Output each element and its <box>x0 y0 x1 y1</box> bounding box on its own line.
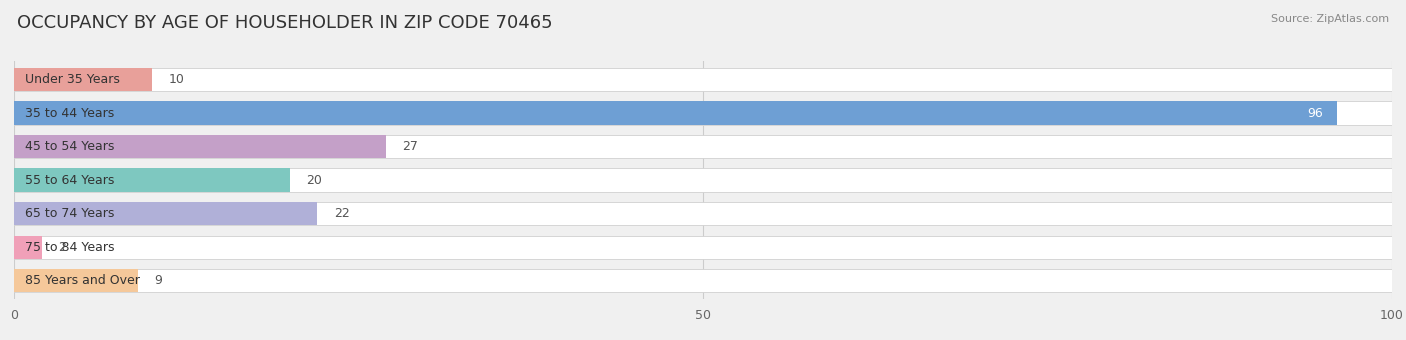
Text: 22: 22 <box>333 207 350 220</box>
Bar <box>14 236 42 259</box>
Bar <box>14 168 290 192</box>
Bar <box>14 168 1392 192</box>
Text: 27: 27 <box>402 140 419 153</box>
Text: 85 Years and Over: 85 Years and Over <box>25 274 141 287</box>
Text: OCCUPANCY BY AGE OF HOUSEHOLDER IN ZIP CODE 70465: OCCUPANCY BY AGE OF HOUSEHOLDER IN ZIP C… <box>17 14 553 32</box>
Text: Under 35 Years: Under 35 Years <box>25 73 120 86</box>
Bar <box>14 101 1392 125</box>
Text: 55 to 64 Years: 55 to 64 Years <box>25 174 114 187</box>
Bar <box>14 135 387 158</box>
Bar <box>14 269 138 292</box>
Text: 65 to 74 Years: 65 to 74 Years <box>25 207 114 220</box>
Text: 2: 2 <box>58 241 66 254</box>
Bar <box>14 135 1392 158</box>
Bar <box>14 269 1392 292</box>
Text: 10: 10 <box>169 73 184 86</box>
Bar <box>14 236 1392 259</box>
Bar <box>14 68 152 91</box>
Text: Source: ZipAtlas.com: Source: ZipAtlas.com <box>1271 14 1389 23</box>
Bar <box>14 202 1392 225</box>
Bar <box>14 101 1337 125</box>
Text: 20: 20 <box>307 174 322 187</box>
Text: 75 to 84 Years: 75 to 84 Years <box>25 241 114 254</box>
Text: 45 to 54 Years: 45 to 54 Years <box>25 140 114 153</box>
Text: 35 to 44 Years: 35 to 44 Years <box>25 107 114 120</box>
Text: 96: 96 <box>1308 107 1323 120</box>
Bar <box>14 202 318 225</box>
Bar <box>14 68 1392 91</box>
Text: 9: 9 <box>155 274 163 287</box>
